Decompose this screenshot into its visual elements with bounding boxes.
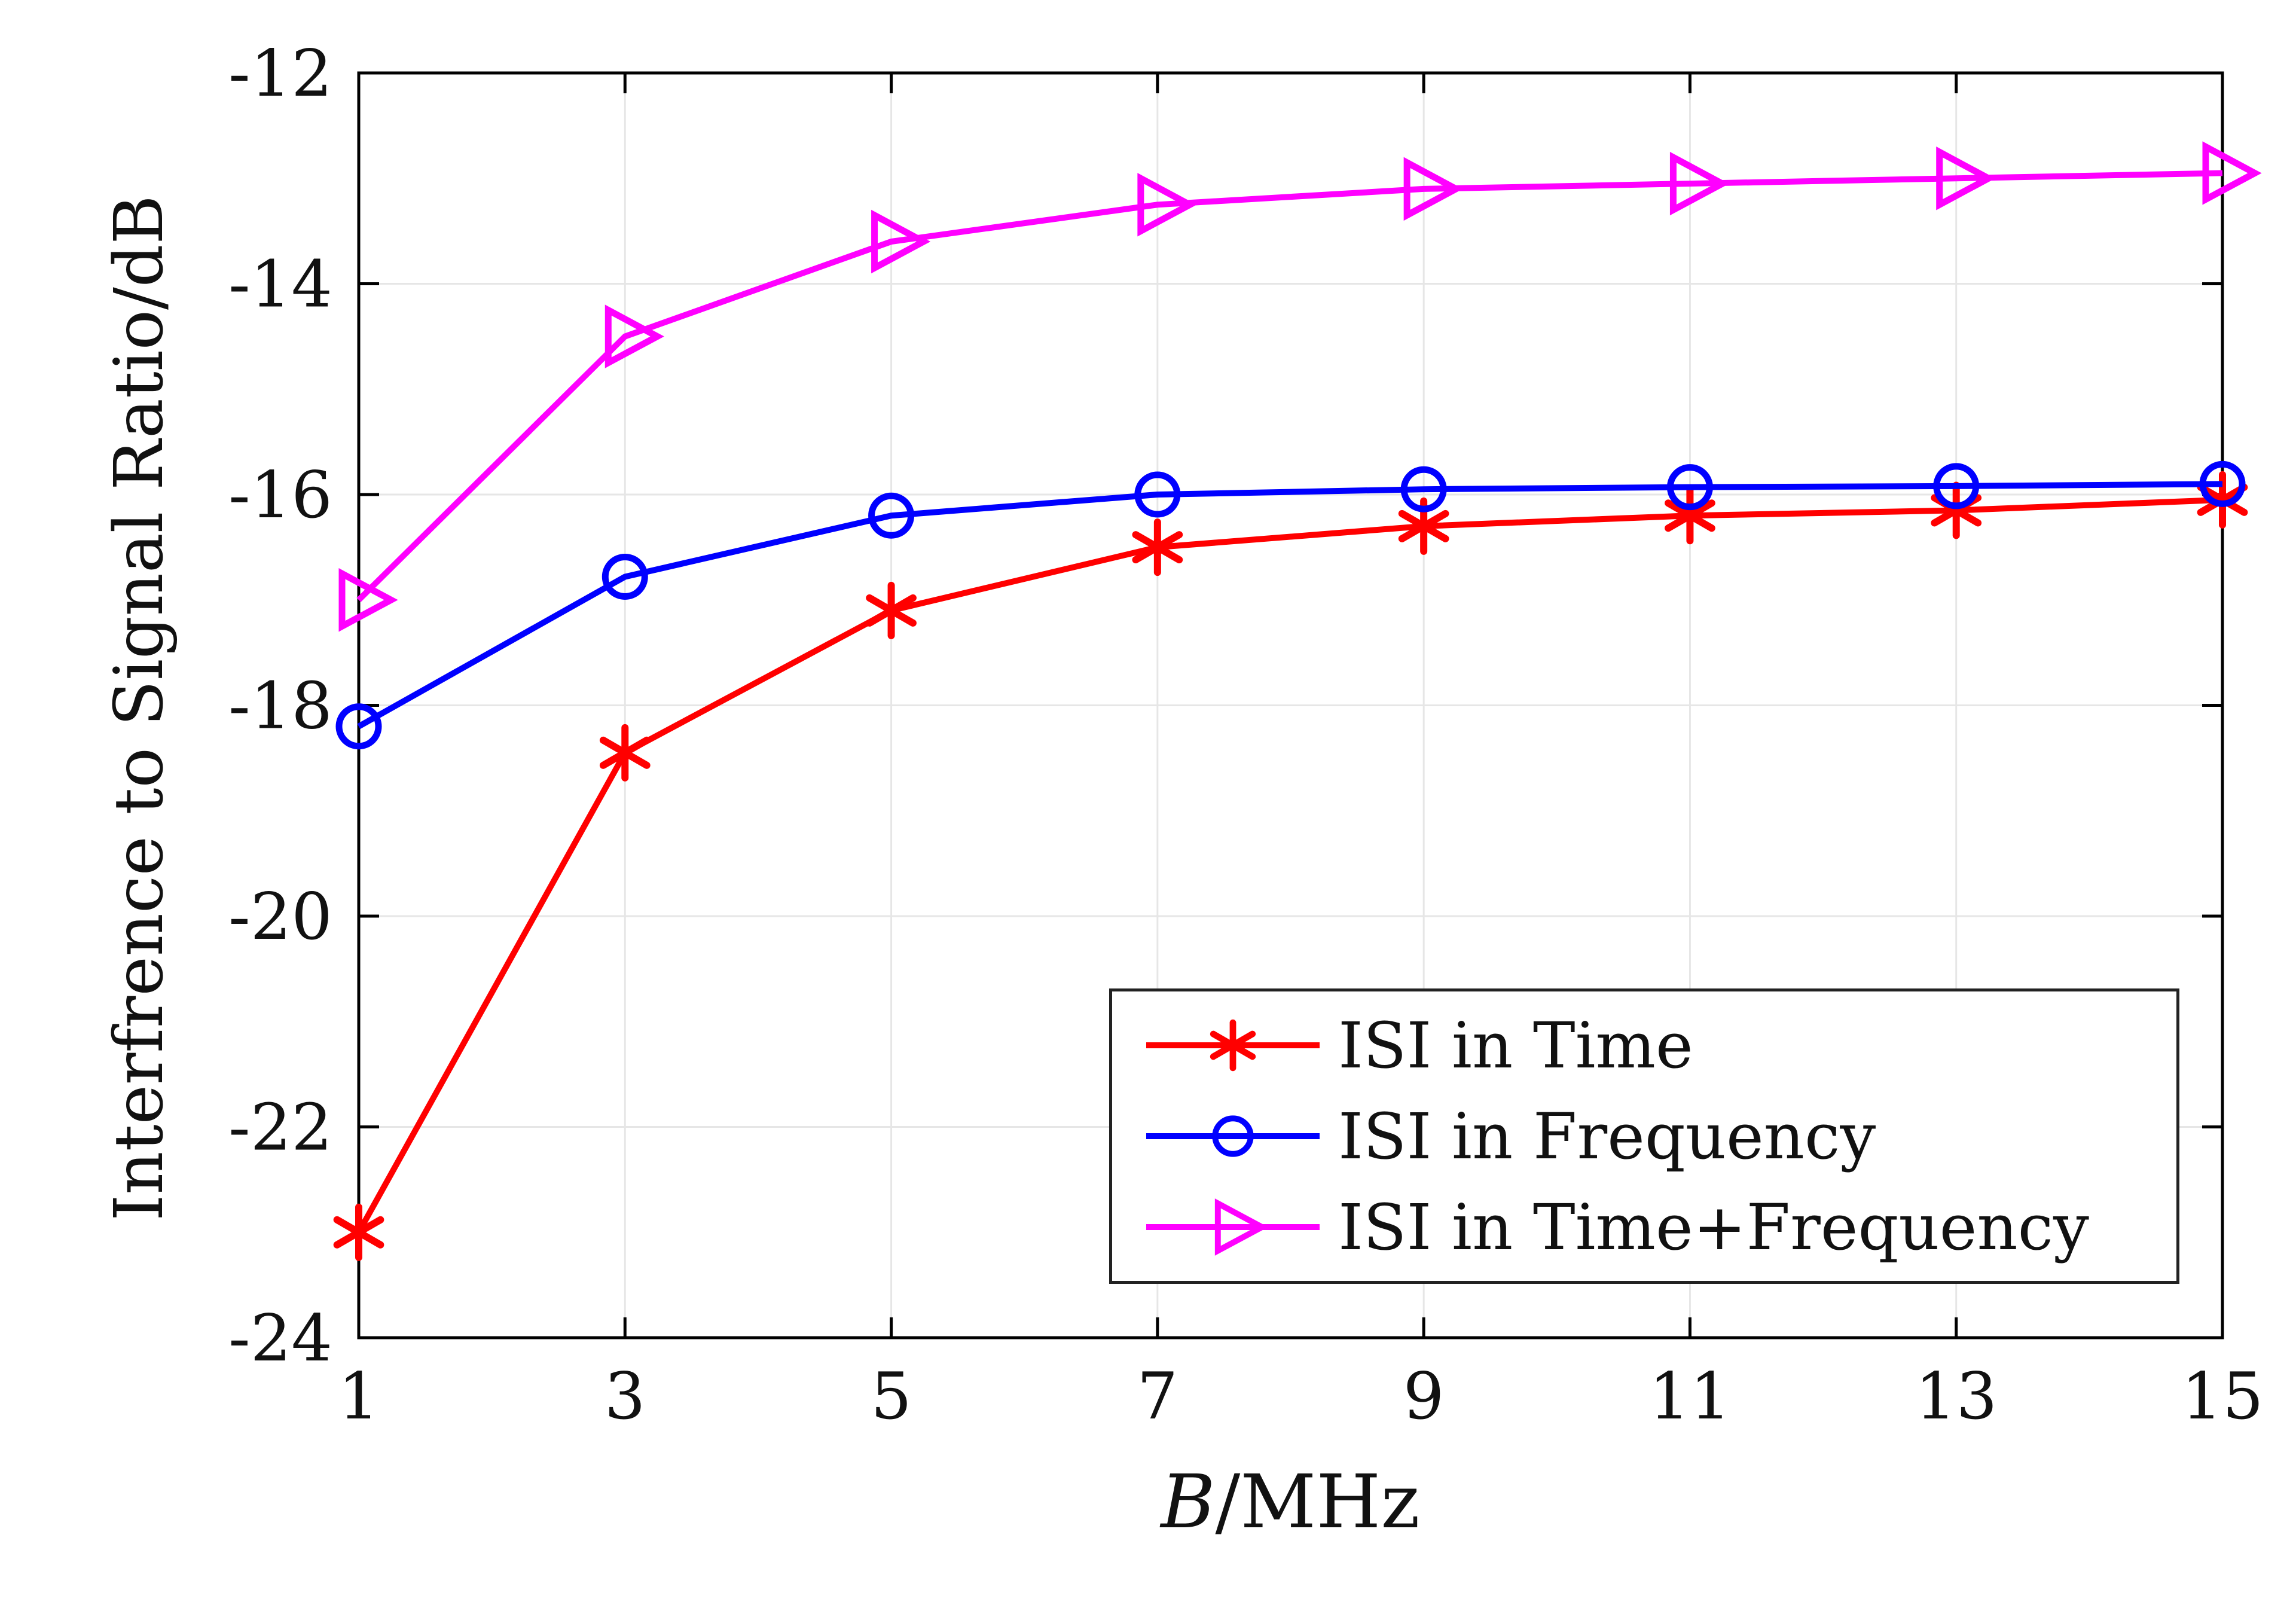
x-axis-label: B/MHz <box>991 1459 1589 1545</box>
marker-triangle-right <box>1669 151 1730 216</box>
y-tick-label: -24 <box>228 1301 332 1376</box>
x-tick-label: 7 <box>1137 1359 1178 1434</box>
marker-circle <box>602 553 648 600</box>
marker-circle <box>335 703 382 750</box>
gridlines <box>359 73 2222 1338</box>
legend-label: ISI in Time <box>1338 1008 1693 1082</box>
x-tick-label: 3 <box>604 1359 646 1434</box>
marker-triangle-right <box>338 568 398 632</box>
marker-circle <box>1400 466 1447 512</box>
series-line <box>356 496 2223 1234</box>
series-isi-in-time-frequency <box>338 141 2262 632</box>
marker-asterisk <box>599 724 651 782</box>
legend-marker-circle <box>1212 1115 1254 1157</box>
legend-marker-triangle-right <box>1214 1198 1269 1256</box>
legend-sample-isi-frequency <box>1146 1115 1320 1157</box>
legend-box: ISI in Time ISI in Frequency ISI in Time… <box>1109 988 2179 1284</box>
marker-circle <box>2199 460 2246 507</box>
marker-asterisk <box>1665 487 1715 545</box>
marker-triangle-right <box>871 209 931 274</box>
legend-item-isi-time-frequency: ISI in Time+Frequency <box>1143 1191 2176 1264</box>
y-tick-label: -12 <box>228 36 332 111</box>
series-line <box>356 170 2223 602</box>
legend-sample-isi-time-frequency <box>1146 1198 1320 1256</box>
series-isi-in-frequency <box>335 460 2246 750</box>
y-axis-label: Interfrence to Signal Ratio/dB <box>100 195 178 1221</box>
series-line <box>357 481 2223 730</box>
legend-label: ISI in Frequency <box>1338 1099 1876 1173</box>
y-tick-label: -14 <box>228 248 332 322</box>
y-tick-label: -22 <box>228 1091 332 1165</box>
x-tick-label: 1 <box>338 1359 380 1434</box>
y-tick-label: -20 <box>228 880 332 954</box>
legend-sample-isi-time <box>1146 1019 1320 1072</box>
y-tick-label: -16 <box>228 458 332 533</box>
marker-circle <box>1666 464 1713 511</box>
marker-triangle-right <box>1936 147 1996 210</box>
x-tick-label: 9 <box>1403 1359 1445 1434</box>
marker-triangle-right <box>1137 173 1197 237</box>
x-tick-label: 13 <box>1915 1359 1997 1434</box>
legend-label: ISI in Time+Frequency <box>1338 1190 2089 1264</box>
marker-triangle-right <box>604 304 664 368</box>
marker-asterisk <box>333 1203 384 1261</box>
marker-asterisk <box>2197 471 2248 529</box>
marker-asterisk <box>1132 518 1183 576</box>
marker-triangle-right <box>2202 141 2262 205</box>
x-axis-label-unit: /MHz <box>1215 1459 1420 1545</box>
series-isi-in-time <box>333 471 2248 1261</box>
marker-circle <box>868 492 915 539</box>
marker-triangle-right <box>1403 157 1463 221</box>
legend-marker-asterisk <box>1210 1019 1256 1072</box>
legend-item-isi-frequency: ISI in Frequency <box>1143 1100 2176 1173</box>
marker-asterisk <box>866 581 917 639</box>
marker-circle <box>1134 471 1181 518</box>
x-tick-label: 11 <box>1649 1359 1731 1434</box>
x-tick-label: 5 <box>871 1359 912 1434</box>
tick-labels: 1 3 5 7 9 11 13 15-24-22-20-18-16-14-12 <box>228 36 2264 1434</box>
x-axis-label-symbol: B <box>1161 1459 1216 1545</box>
x-tick-label: 15 <box>2181 1359 2263 1434</box>
y-tick-label: -18 <box>228 669 332 744</box>
legend-item-isi-time: ISI in Time <box>1143 1009 2176 1082</box>
marker-circle <box>1933 463 1980 509</box>
